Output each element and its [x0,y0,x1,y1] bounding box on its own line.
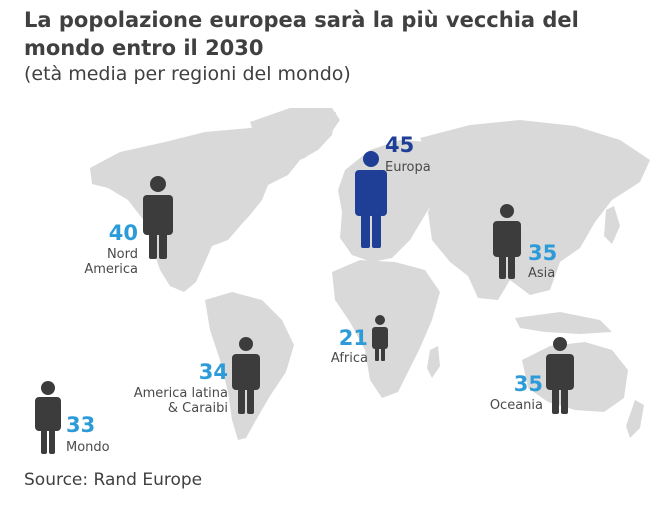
continent-japan [604,206,620,244]
continent-greenland [250,108,340,164]
value-oceania: 35 [513,372,543,396]
person-figure-oceania [546,337,574,414]
person-figure-asia [493,204,521,279]
label-oceania: Oceania [489,398,543,413]
source-note: Source: Rand Europe [24,470,203,490]
page-title: La popolazione europea sarà la più vecch… [24,8,579,60]
value-mondo: 33 [66,413,96,437]
label-asia: Asia [528,266,556,281]
person-figure-europa [355,151,387,248]
value-africa: 21 [338,326,368,350]
continent-north-america [90,112,336,292]
value-nord-america: 40 [108,221,138,245]
label-africa: Africa [330,351,368,366]
continent-indonesia [515,312,612,334]
person-figure-africa [372,315,388,361]
label-america-latina-line-2: & Caraibi [167,401,228,416]
value-asia: 35 [528,241,558,265]
value-america-latina: 34 [198,360,228,384]
label-america-latina-line-1: America latina [133,386,228,401]
person-figure-nord-america [143,176,173,259]
label-europa: Europa [385,160,431,175]
label-nord-america-line-1: Nord [106,247,138,262]
continent-asia [420,120,650,300]
page-subtitle: (età media per regioni del mondo) [24,63,351,85]
value-europa: 45 [385,133,415,157]
person-figure-mondo [35,381,61,454]
continent-new-zealand [626,400,644,438]
label-nord-america-line-2: America [84,262,138,277]
label-mondo: Mondo [66,440,110,455]
continent-europe [338,140,445,262]
continent-madagascar [427,346,440,378]
label-america-latina: America latina & Caraibi [110,386,228,416]
person-figure-america-latina [232,337,260,414]
label-nord-america: Nord America [60,247,138,277]
